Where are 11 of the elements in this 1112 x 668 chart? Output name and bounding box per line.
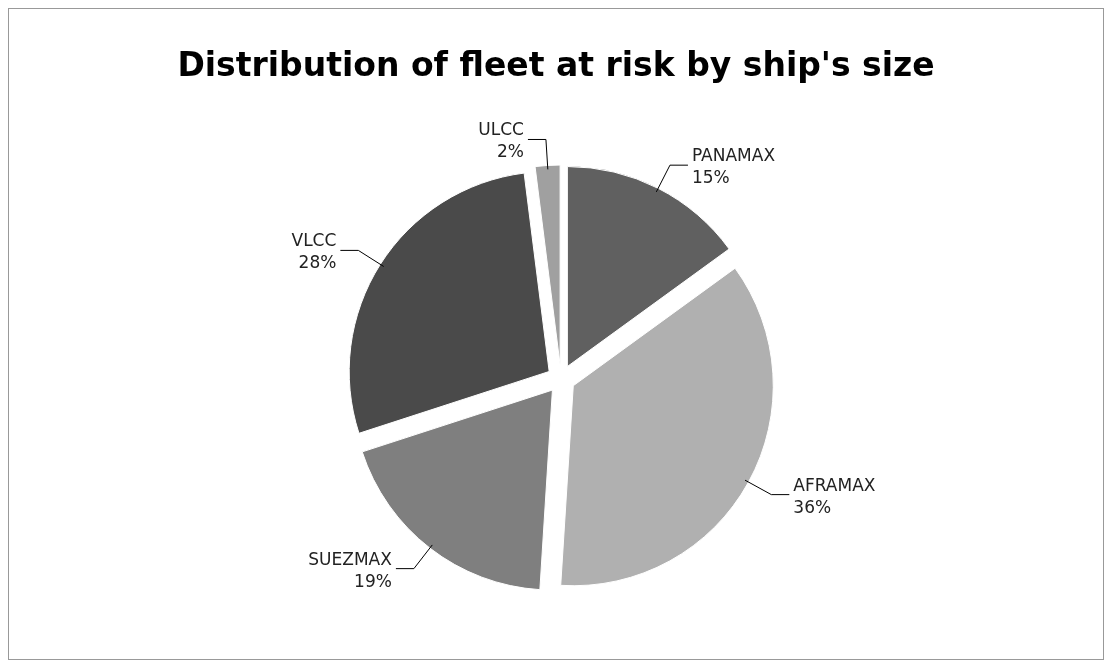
slice-label: AFRAMAX <box>793 474 876 495</box>
data-label: 28% <box>298 252 337 273</box>
slice-label: SUEZMAX <box>308 548 393 569</box>
slice-label: ULCC <box>478 119 524 140</box>
slice-label: VLCC <box>291 230 337 251</box>
data-label: 2% <box>496 141 524 162</box>
data-label: 36% <box>793 496 832 517</box>
slice-label: PANAMAX <box>691 145 776 166</box>
chart-title: Distribution of fleet at risk by ship's size <box>176 45 936 84</box>
data-label: 15% <box>691 167 730 188</box>
data-label: 19% <box>354 570 392 591</box>
